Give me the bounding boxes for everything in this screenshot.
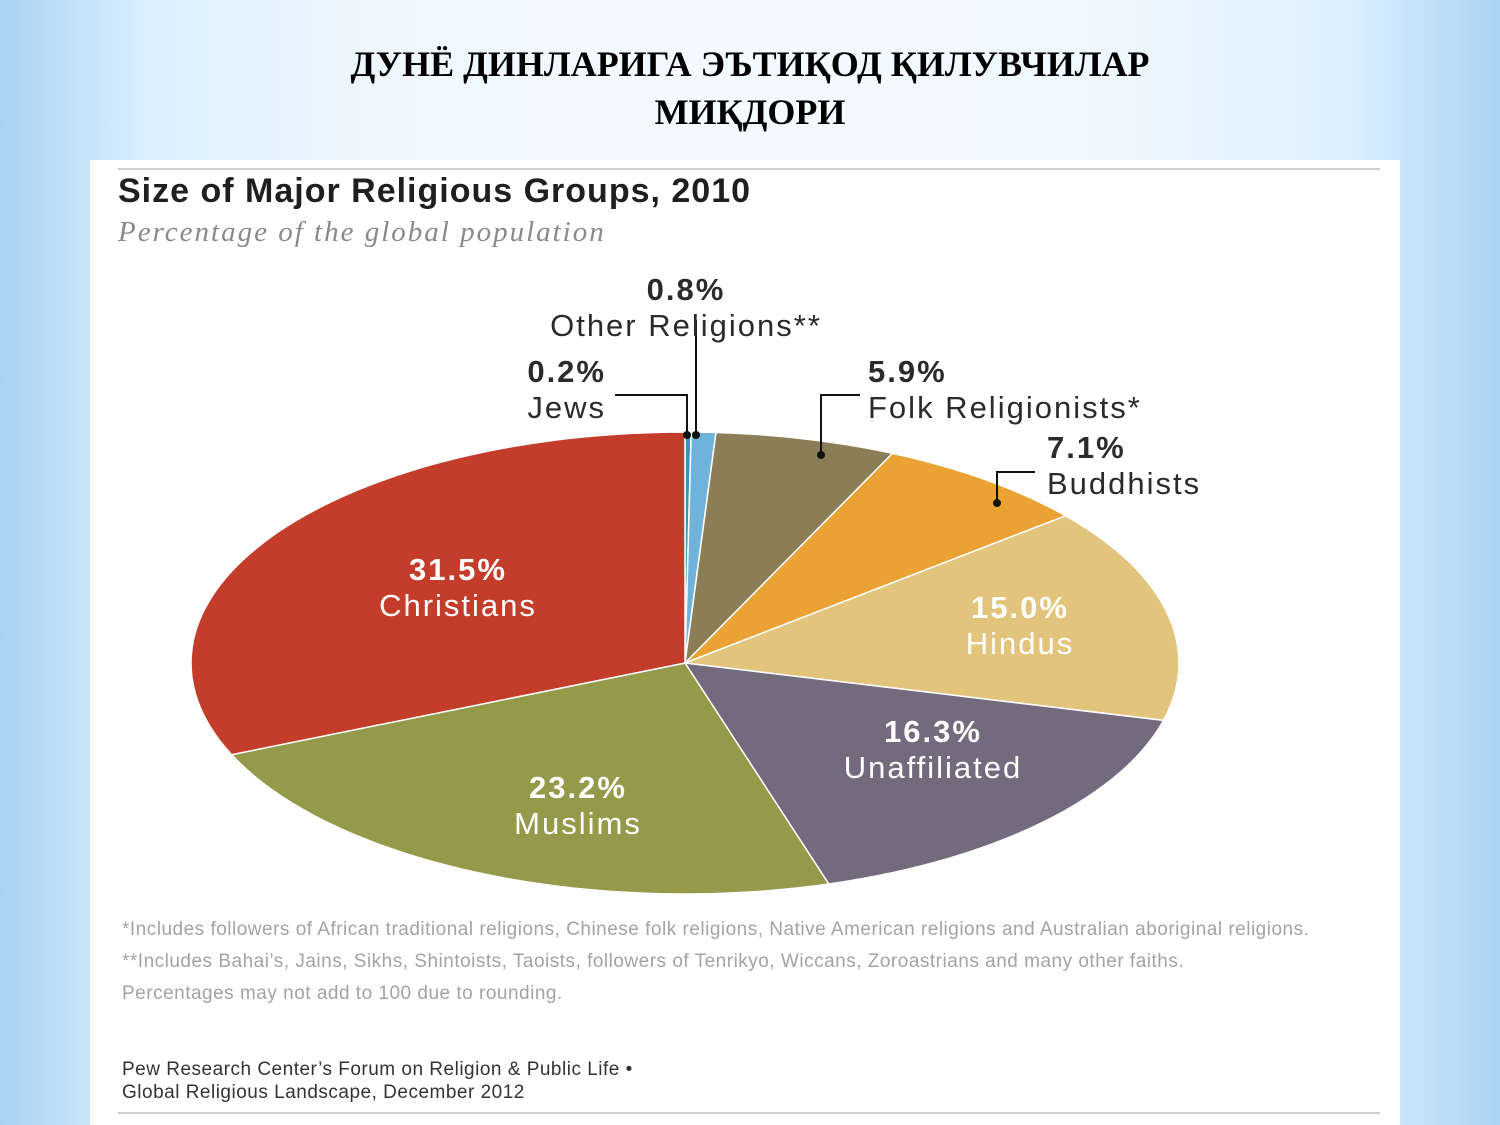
data-label-buddhists: 7.1% xyxy=(1047,430,1126,465)
chart-title: Size of Major Religious Groups, 2010 xyxy=(118,172,752,210)
category-label-buddhists: Buddhists xyxy=(1047,466,1201,501)
leader-line-jews xyxy=(615,394,688,435)
data-label-jews: 0.2% xyxy=(527,354,606,389)
slice-christians xyxy=(190,431,686,756)
chart-subtitle: Percentage of the global population xyxy=(118,216,606,248)
data-label-muslims: 23.2% xyxy=(529,770,627,805)
data-label-christians: 31.5% xyxy=(409,552,507,587)
pie-chart: 0.2%Jews 0.8%Other Religions** 5.9%Folk Re… xyxy=(190,272,1201,895)
category-label-christians: Christians xyxy=(379,588,537,623)
data-label-hindus: 15.0% xyxy=(971,590,1069,625)
slice-unaffiliated xyxy=(683,662,1165,885)
slice-folk-religionists xyxy=(683,431,895,666)
category-label-unaffiliated: Unaffiliated xyxy=(844,750,1023,785)
footnotes: *Includes followers of African tradition… xyxy=(122,918,1382,1014)
category-label-jews: Jews xyxy=(527,390,606,425)
data-label-unaffiliated: 16.3% xyxy=(884,714,982,749)
footnote-rounding: Percentages may not add to 100 due to ro… xyxy=(122,983,563,1004)
category-label-muslims: Muslims xyxy=(514,806,642,841)
bottom-rule xyxy=(118,1112,1380,1114)
slide-title: ДУНЁ ДИНЛАРИГА ЭЪТИҚОД ҚИЛУВЧИЛАР МИҚДОР… xyxy=(0,40,1500,136)
leader-dot-folk-religionists xyxy=(817,451,825,459)
slice-muslims xyxy=(230,662,831,895)
source-line-1: Pew Research Center’s Forum on Religion … xyxy=(122,1059,633,1080)
top-rule xyxy=(118,168,1380,170)
data-label-other-religions: 0.8% xyxy=(647,272,726,307)
slice-hindus xyxy=(684,514,1180,722)
source-line-2: Global Religious Landscape, December 201… xyxy=(122,1082,525,1103)
category-label-other-religions: Other Religions** xyxy=(550,308,822,343)
slide-title-line-1: ДУНЁ ДИНЛАРИГА ЭЪТИҚОД ҚИЛУВЧИЛАР xyxy=(350,44,1150,84)
chart-card: Size of Major Religious Groups, 2010 Per… xyxy=(90,160,1400,1125)
data-label-folk-religionists: 5.9% xyxy=(868,354,947,389)
slice-buddhists xyxy=(684,452,1068,664)
footnote-1: *Includes followers of African tradition… xyxy=(122,919,1310,940)
footnote-2: **Includes Bahai’s, Jains, Sikhs, Shinto… xyxy=(122,951,1185,972)
leader-dot-buddhists xyxy=(993,499,1001,507)
leader-line-folk-religionists xyxy=(820,394,860,455)
leader-line-buddhists xyxy=(996,471,1035,503)
leader-dot-jews xyxy=(683,431,691,439)
category-label-folk-religionists: Folk Religionists* xyxy=(868,390,1142,425)
slide-title-line-2: МИҚДОРИ xyxy=(654,92,846,132)
category-label-hindus: Hindus xyxy=(966,626,1075,661)
source-credit: Pew Research Center’s Forum on Religion … xyxy=(122,1058,1382,1104)
leader-dot-other-religions xyxy=(692,431,700,439)
